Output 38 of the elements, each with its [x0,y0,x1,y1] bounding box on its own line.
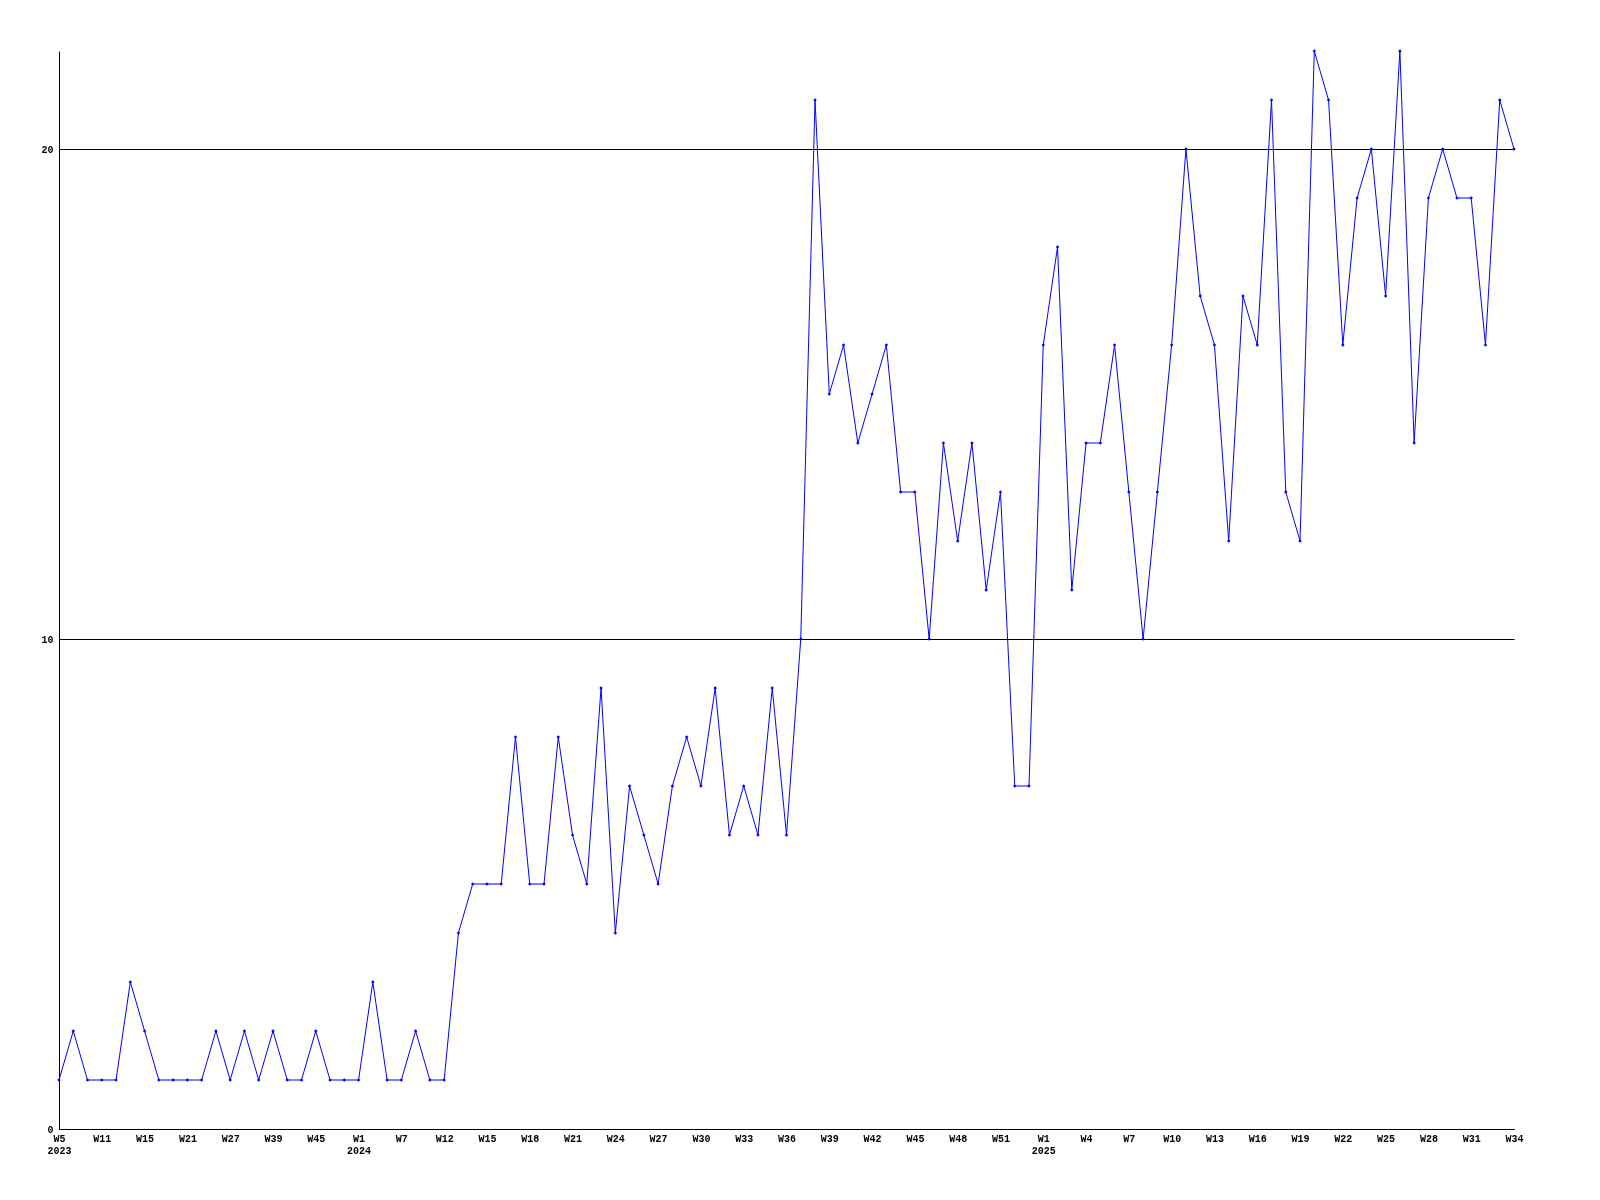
x-tick-label: W39 [264,1133,283,1145]
x-tick-label: W10 [1163,1133,1182,1145]
x-tick-label: W19 [1291,1133,1310,1145]
x-tick-label: W39 [820,1133,839,1145]
x-tick-label: W48 [949,1133,968,1145]
x-tick-label: W1 2025 [1031,1133,1056,1157]
x-tick-label: W12 [435,1133,454,1145]
x-tick-label: W16 [1248,1133,1267,1145]
x-tick-label: W7 [1123,1133,1136,1145]
y-tick-label: 10 [41,634,54,646]
x-tick-label: W1 2024 [347,1133,372,1157]
x-tick-label: W33 [735,1133,754,1145]
x-tick-label: W51 [991,1133,1010,1145]
x-tick-label: W24 [606,1133,625,1145]
x-tick-label: W22 [1334,1133,1353,1145]
x-tick-label: W11 [93,1133,112,1145]
x-tick-label: W21 [178,1133,197,1145]
x-tick-label: W31 [1462,1133,1481,1145]
x-tick-label: W25 [1377,1133,1396,1145]
x-tick-label: W4 [1080,1133,1093,1145]
x-tick-label: W15 [136,1133,155,1145]
x-tick-label: W13 [1205,1133,1224,1145]
x-tick-label: W7 [395,1133,408,1145]
x-tick-label: W27 [649,1133,668,1145]
x-tick-label: W45 [906,1133,925,1145]
x-tick-label: W18 [521,1133,540,1145]
x-tick-label: W36 [777,1133,797,1145]
x-tick-label: W30 [692,1133,711,1145]
y-tick-label: 20 [41,144,54,156]
x-tick-label: W15 [478,1133,497,1145]
x-tick-label: W28 [1419,1133,1438,1145]
y-tick-label: 0 [47,1124,54,1136]
x-tick-label: W27 [221,1133,240,1145]
x-tick-label: W34 [1505,1133,1524,1145]
x-tick-label: W21 [564,1133,583,1145]
x-tick-label: W5 2023 [47,1133,72,1157]
x-tick-label: W42 [863,1133,882,1145]
x-tick-label: W45 [307,1133,326,1145]
